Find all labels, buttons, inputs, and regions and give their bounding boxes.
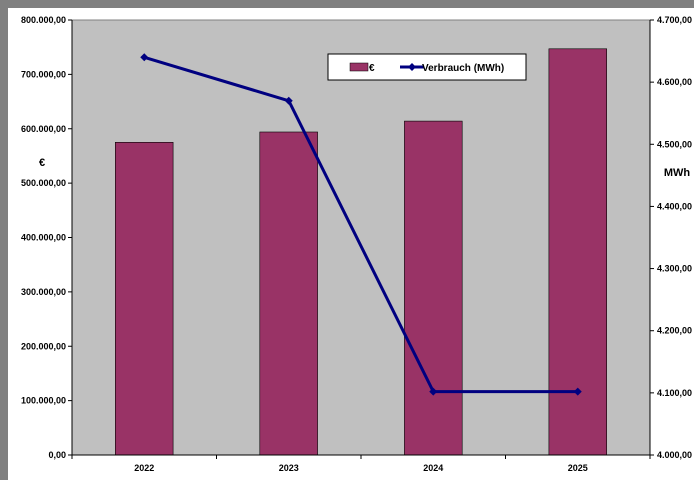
legend: € Verbrauch (MWh) — [327, 53, 527, 81]
bar-2025 — [548, 48, 608, 456]
y2-tick-label: 4.000,00 — [657, 450, 692, 460]
y-tick-label: 700.000,00 — [21, 69, 66, 79]
line-point-2022 — [140, 53, 149, 62]
line-point-2023 — [284, 96, 293, 105]
x-tick-label: 2024 — [423, 463, 443, 473]
legend-line-label: Verbrauch (MWh) — [422, 63, 504, 74]
bar-2023 — [259, 131, 318, 456]
chart-container: 0,00 100.000,00 200.000,00 300.000,00 400.00… — [8, 8, 694, 480]
y-tick-label: 100.000,00 — [21, 396, 66, 406]
x-tick-label: 2025 — [568, 463, 588, 473]
bar-2024 — [404, 120, 463, 456]
legend-bar-swatch — [349, 62, 369, 72]
y2-tick-label: 4.300,00 — [657, 264, 692, 274]
line-point-2025 — [573, 387, 582, 396]
y2-axis-title: MWh — [664, 167, 691, 179]
y-tick-label: 600.000,00 — [21, 124, 66, 134]
y2-tick-label: 4.400,00 — [657, 201, 692, 211]
y2-tick-label: 4.600,00 — [657, 77, 692, 87]
y-tick-label: 200.000,00 — [21, 341, 66, 351]
y-tick-label: 0,00 — [48, 450, 66, 460]
consumption-line — [143, 55, 578, 394]
y-tick-label: 500.000,00 — [21, 178, 66, 188]
y2-tick-label: 4.500,00 — [657, 139, 692, 149]
x-tick-label: 2022 — [134, 463, 154, 473]
x-tick-label: 2023 — [279, 463, 299, 473]
y-tick-label: 800.000,00 — [21, 15, 66, 25]
y-axis-title: € — [39, 157, 45, 169]
bar-2022 — [115, 142, 174, 456]
y2-tick-label: 4.100,00 — [657, 388, 692, 398]
y2-tick-label: 4.700,00 — [657, 15, 692, 25]
line-point-2024 — [429, 387, 438, 396]
legend-line-marker — [408, 63, 416, 71]
legend-bar-label: € — [369, 63, 375, 74]
y-tick-label: 300.000,00 — [21, 287, 66, 297]
y-tick-label: 400.000,00 — [21, 233, 66, 243]
y2-tick-label: 4.200,00 — [657, 326, 692, 336]
combo-chart: 0,00 100.000,00 200.000,00 300.000,00 400.00… — [21, 15, 692, 473]
